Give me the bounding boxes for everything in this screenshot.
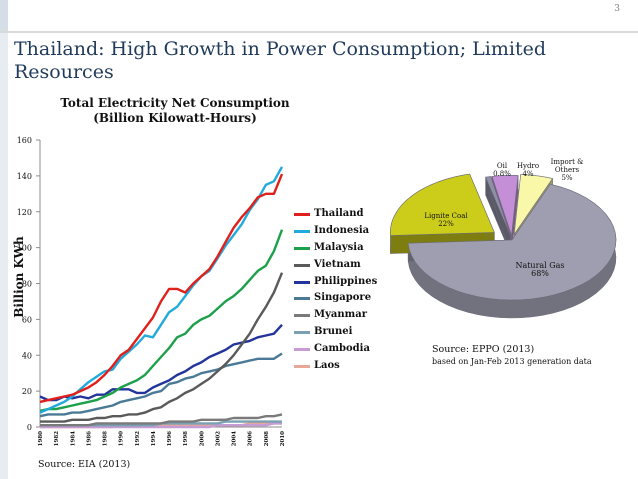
pie-slice-oil	[485, 176, 511, 236]
y-tick-label: 120	[17, 208, 32, 217]
pie-label-line: 0.8%	[493, 170, 511, 178]
y-tick-label: 100	[17, 244, 32, 253]
x-tick-label: 2004	[232, 431, 238, 446]
legend-item-singapore: Singapore	[294, 290, 414, 307]
series-line-myanmar	[40, 413, 283, 427]
pie-label-line: 5%	[561, 174, 573, 182]
line-chart-legend: Thailand Indonesia Malaysia Vietnam Philippi…	[294, 206, 414, 375]
legend-item-indonesia: Indonesia	[294, 223, 414, 240]
pie-label-line: Hydro	[516, 162, 540, 170]
y-tick-label: 80	[22, 280, 32, 289]
legend-label: Brunei	[314, 326, 353, 338]
legend-label: Philippines	[314, 275, 378, 287]
x-tick-label: 1986	[86, 431, 92, 446]
legend-item-cambodia: Cambodia	[294, 341, 414, 358]
legend-swatch	[294, 314, 310, 318]
x-tick-label: 1998	[183, 431, 189, 446]
legend-swatch	[294, 213, 310, 216]
left-accent-bar	[0, 33, 8, 479]
line-chart-title: Total Electricity Net Consumption (Billio…	[30, 96, 320, 126]
series-line-indonesia	[39, 166, 284, 414]
x-tick-label: 1982	[54, 431, 60, 446]
legend-swatch	[294, 263, 310, 267]
series-line-thailand	[39, 173, 284, 404]
y-tick-label: 0	[27, 423, 32, 432]
legend-swatch	[294, 229, 310, 233]
pie-label-line: Oil	[496, 162, 508, 170]
legend-swatch	[294, 297, 310, 301]
x-tick-label: 2006	[248, 431, 254, 446]
pie-slice-natural-gas	[407, 183, 617, 301]
legend-item-laos: Laos	[294, 358, 414, 375]
legend-item-thailand: Thailand	[294, 206, 414, 223]
pie-label-line: Lignite Coal	[424, 212, 468, 220]
x-tick-label: 1980	[38, 431, 44, 446]
pie-label-line: 22%	[438, 220, 454, 228]
legend-swatch	[294, 280, 310, 284]
y-tick-label: 40	[22, 351, 32, 360]
pie-label-line: Others	[554, 166, 580, 174]
pie-slice-hydro	[491, 175, 519, 236]
pie-label-line: Import &	[550, 158, 584, 166]
x-tick-label: 1990	[119, 431, 125, 446]
legend-item-brunei: Brunei	[294, 324, 414, 341]
legend-item-philippines: Philippines	[294, 274, 414, 291]
pie-label-oil: Oil 0.8%	[488, 162, 516, 178]
legend-item-myanmar: Myanmar	[294, 307, 414, 324]
series-line-vietnam	[40, 272, 284, 423]
y-tick-label: 140	[17, 172, 32, 181]
line-chart-title-line: (Billion Kilowatt-Hours)	[93, 111, 257, 125]
x-tick-label: 1992	[135, 431, 141, 446]
legend-label: Vietnam	[314, 258, 361, 270]
slide-number: 3	[614, 4, 620, 14]
pie-slice-import-others	[513, 174, 553, 235]
legend-item-malaysia: Malaysia	[294, 240, 414, 257]
line-chart-source: Source: EIA (2013)	[38, 459, 131, 470]
pie-label-lignite-coal: Lignite Coal 22%	[416, 212, 476, 228]
legend-label: Cambodia	[314, 343, 370, 355]
pie-slice-lignite-coal	[390, 173, 495, 236]
pie-label-hydro: Hydro 4%	[513, 162, 543, 178]
pie-label-line: Natural Gas	[515, 261, 565, 270]
legend-swatch	[294, 348, 310, 352]
legend-swatch	[294, 365, 310, 369]
x-tick-label: 2010	[280, 431, 286, 446]
legend-label: Laos	[314, 360, 340, 372]
legend-swatch	[294, 331, 310, 335]
y-tick-label: 60	[22, 315, 32, 324]
x-tick-label: 1988	[103, 431, 109, 446]
pie-chart-source: Source: EPPO (2013)	[432, 344, 535, 355]
x-tick-label: 1994	[151, 431, 157, 446]
x-tick-label: 1996	[167, 431, 173, 446]
slide-title: Thailand: High Growth in Power Consumpti…	[14, 38, 546, 83]
legend-label: Thailand	[314, 208, 364, 219]
y-tick-label: 20	[22, 387, 32, 396]
header-divider	[0, 31, 638, 33]
series-line-cambodia	[40, 422, 282, 429]
pie-chart-source-note: based on Jan-Feb 2013 generation data	[432, 357, 592, 366]
slide-header-bar: 3	[0, 0, 638, 32]
legend-label: Myanmar	[314, 309, 367, 321]
pie-label-line: 68%	[531, 269, 549, 278]
pie-label-line: 4%	[522, 170, 534, 178]
x-tick-label: 2002	[215, 431, 221, 446]
pie-label-import-others: Import & Others 5%	[547, 158, 587, 182]
legend-label: Malaysia	[314, 241, 364, 253]
series-line-singapore	[39, 352, 283, 418]
series-line-malaysia	[39, 229, 284, 413]
legend-item-vietnam: Vietnam	[294, 257, 414, 274]
x-tick-label: 1984	[70, 431, 76, 446]
line-chart-title-line: Total Electricity Net Consumption	[60, 96, 290, 110]
x-tick-label: 2000	[199, 431, 205, 446]
y-tick-label: 160	[17, 136, 32, 145]
legend-label: Indonesia	[314, 224, 370, 236]
x-tick-label: 2008	[264, 431, 270, 446]
header-accent-block	[0, 0, 8, 32]
pie-label-natural-gas: Natural Gas 68%	[510, 262, 570, 278]
legend-swatch	[294, 246, 310, 250]
legend-label: Singapore	[314, 292, 372, 304]
